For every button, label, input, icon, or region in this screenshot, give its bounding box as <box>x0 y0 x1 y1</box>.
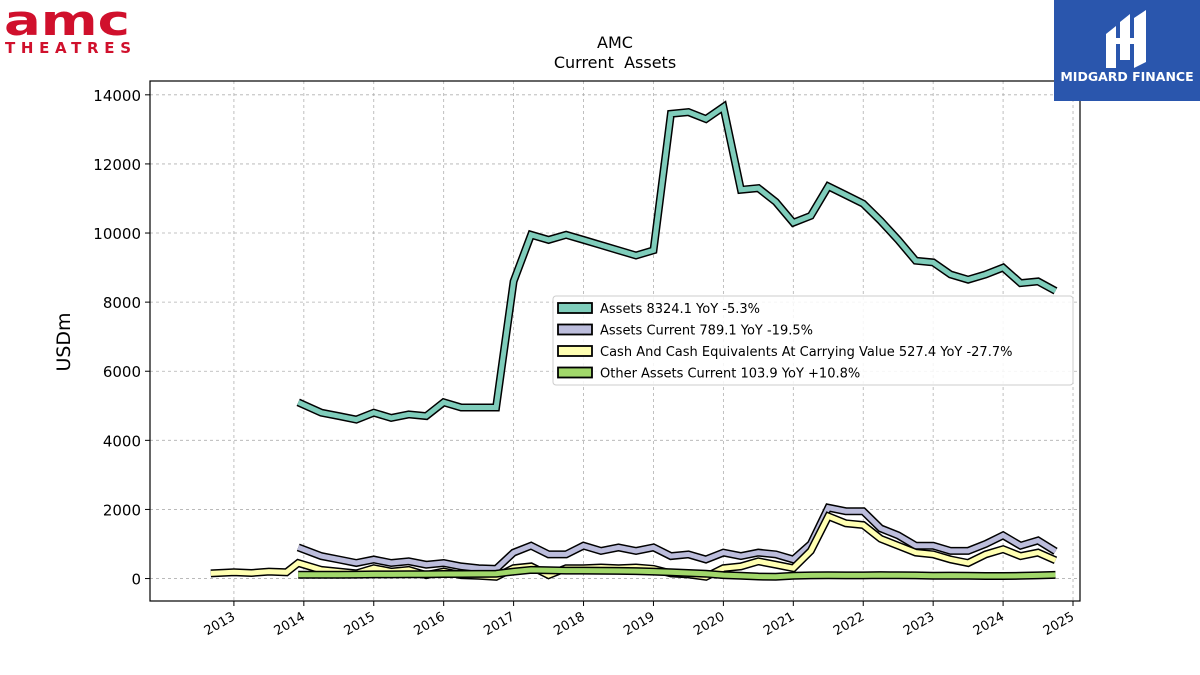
y-tick-label: 4000 <box>103 432 141 450</box>
chart-title: AMC <box>597 33 633 52</box>
y-tick-label: 10000 <box>93 225 141 243</box>
y-axis-label: USDm <box>53 312 75 371</box>
legend-entry-label: Other Assets Current 103.9 YoY +10.8% <box>600 367 860 382</box>
x-tick-label: 2016 <box>412 609 448 639</box>
x-tick-label: 2017 <box>481 609 517 639</box>
x-tick-label: 2024 <box>971 609 1007 639</box>
y-tick-label: 8000 <box>103 294 141 312</box>
legend-swatch <box>557 302 593 314</box>
legend-entry-label: Cash And Cash Equivalents At Carrying Va… <box>600 345 1012 360</box>
x-tick-label: 2025 <box>1041 609 1077 639</box>
amc-logo-word: amc <box>4 4 130 45</box>
y-tick-label: 0 <box>131 571 141 589</box>
series-layer <box>210 100 1058 581</box>
midgard-logo-name: MIDGARD FINANCE <box>1060 69 1193 84</box>
midgard-finance-logo: MIDGARD FINANCE <box>1054 0 1200 101</box>
y-tick-label: 14000 <box>93 87 141 105</box>
series-line <box>297 102 1057 423</box>
y-tick-label: 2000 <box>103 501 141 519</box>
x-tick-label: 2020 <box>691 609 727 639</box>
plot-frame <box>149 80 1081 602</box>
midgard-emblem-icon <box>1106 10 1146 68</box>
legend-swatch <box>557 323 593 336</box>
x-tick-label: 2013 <box>202 609 238 639</box>
x-tick-label: 2019 <box>621 609 657 639</box>
x-tick-label: 2023 <box>901 609 937 639</box>
chart-subtitle: Current Assets <box>554 53 676 72</box>
x-tick-label: 2021 <box>761 609 797 639</box>
x-tick-label: 2015 <box>342 609 378 639</box>
series-line <box>297 504 1057 572</box>
x-tick-label: 2014 <box>272 609 308 639</box>
legend: Assets 8324.1 YoY -5.3% Assets Current 78… <box>552 295 1074 386</box>
legend-entry-label: Assets 8324.1 YoY -5.3% <box>600 302 760 317</box>
legend-swatch <box>557 345 593 357</box>
x-tick-label: 2022 <box>831 609 867 639</box>
series-line <box>298 567 1056 580</box>
legend-frame <box>552 295 1074 386</box>
amc-theatres-logo: amc THEATRES <box>4 0 134 57</box>
y-tick-label: 12000 <box>93 156 141 174</box>
legend-entry-label: Assets Current 789.1 YoY -19.5% <box>600 324 813 339</box>
x-tick-label: 2018 <box>551 609 587 639</box>
legend-swatch <box>557 366 593 379</box>
y-tick-label: 6000 <box>103 363 141 381</box>
